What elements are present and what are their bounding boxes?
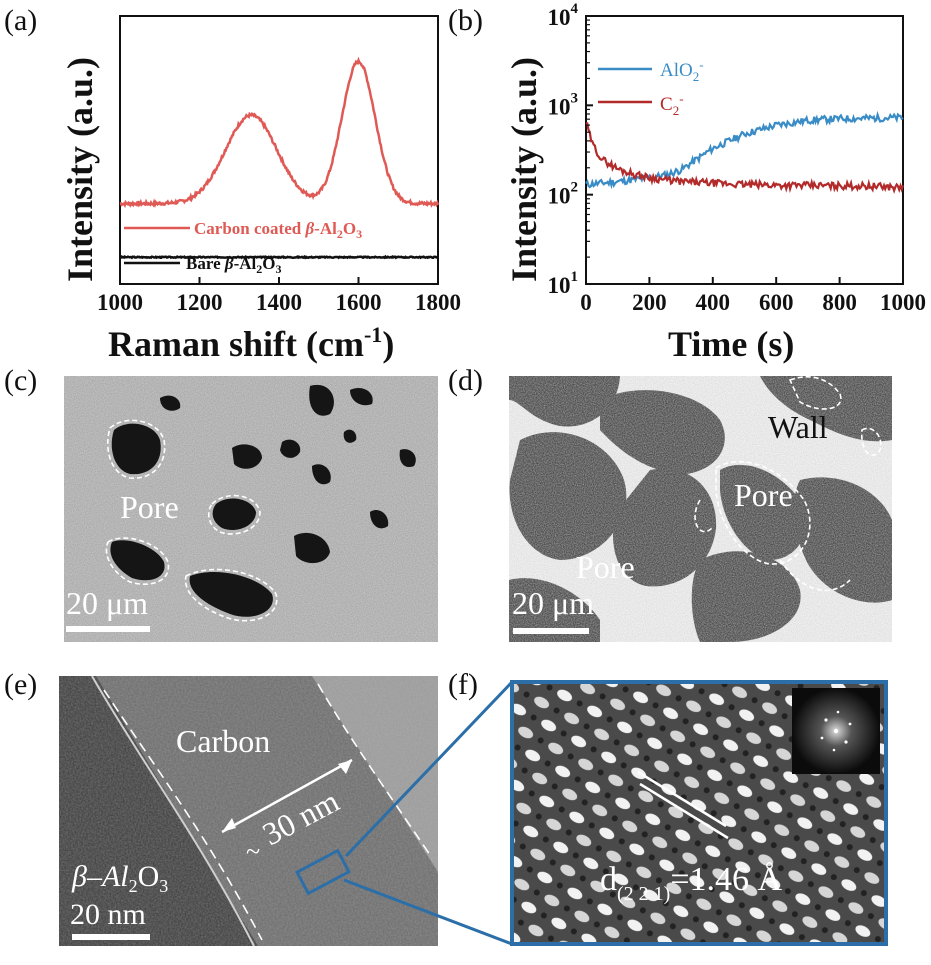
tem-e-scale-label: 20 nm bbox=[70, 898, 146, 931]
series-alo2 bbox=[585, 110, 904, 190]
tof-y-tick-label: 101 bbox=[548, 269, 579, 298]
raman-x-ticks: 1000 1200 1400 1600 1800 bbox=[97, 277, 461, 315]
legend-label-c2: C2- bbox=[660, 91, 684, 118]
tof-y-axis-title: Intensity (a.u.) bbox=[504, 57, 544, 282]
raman-x-axis-title: Raman shift (cm-1) bbox=[108, 322, 394, 364]
tof-y-tick-label: 102 bbox=[548, 180, 579, 209]
d-spacing-label: d(2 2 1)=1.46 Å bbox=[600, 861, 783, 905]
panel-label-e: (e) bbox=[4, 668, 37, 701]
sem-d-scale-label: 20 μm bbox=[512, 585, 594, 621]
panel-label-f: (f) bbox=[448, 668, 478, 701]
tem-e-material-label: β–Al2O3 bbox=[71, 860, 168, 896]
tof-x-tick-label: 600 bbox=[759, 290, 794, 315]
tem-e-carbon-label: Carbon bbox=[176, 723, 270, 759]
sem-d-wall-label: Wall bbox=[768, 409, 828, 445]
panel-label-c: (c) bbox=[4, 364, 37, 397]
lattice-spacing-lines bbox=[637, 770, 729, 840]
tem-image-e: Carbon 30 nm ~ β–Al2O3 20 nm bbox=[59, 676, 438, 946]
tof-x-tick-label: 0 bbox=[580, 290, 592, 315]
sem-c-pore-label: Pore bbox=[120, 489, 179, 525]
tof-legend: AlO2- C2- bbox=[598, 57, 704, 118]
raman-chart: 1000 1200 1400 1600 1800 Carbon coated β-Al2… bbox=[60, 15, 461, 364]
raman-x-tick-label: 1400 bbox=[256, 290, 302, 315]
tof-plot-frame bbox=[585, 15, 904, 285]
sem-c-scale-bar bbox=[66, 626, 150, 632]
sem-d-pore-label-2: Pore bbox=[576, 549, 635, 585]
zoom-connector-top bbox=[344, 680, 514, 858]
sem-image-d: Wall Pore Pore 20 μm bbox=[509, 376, 892, 642]
hrtem-image-f: d(2 2 1)=1.46 Å bbox=[510, 680, 888, 946]
tem-e-scale-bar bbox=[72, 934, 150, 940]
sem-d-scale-bar bbox=[513, 628, 589, 634]
tof-ticks: 0 200 400 600 800 1000 101 102 103 104 bbox=[548, 1, 927, 315]
tem-e-roi-box bbox=[295, 848, 351, 896]
sem-c-scale-label: 20 μm bbox=[66, 585, 148, 621]
legend-label-alo2: AlO2- bbox=[660, 57, 704, 84]
raman-series-carbon-coated bbox=[119, 56, 440, 209]
tof-x-tick-label: 400 bbox=[696, 290, 731, 315]
tof-x-tick-label: 1000 bbox=[880, 290, 926, 315]
panel-label-a: (a) bbox=[4, 4, 37, 37]
series-c2 bbox=[585, 121, 905, 194]
raman-x-tick-label: 1800 bbox=[415, 290, 461, 315]
raman-legend: Carbon coated β-Al2O3 Bare β-Al2O3 bbox=[124, 219, 362, 276]
sem-image-c: Pore 20 μm bbox=[64, 376, 438, 642]
raman-y-axis-title: Intensity (a.u.) bbox=[60, 57, 100, 282]
raman-x-tick-label: 1600 bbox=[336, 290, 382, 315]
panel-label-b: (b) bbox=[448, 4, 483, 37]
raman-x-tick-label: 1000 bbox=[97, 290, 143, 315]
tof-y-tick-label: 103 bbox=[548, 90, 579, 119]
tof-x-tick-label: 800 bbox=[822, 290, 857, 315]
zoom-connector-bottom bbox=[343, 878, 513, 946]
legend-label-bare: Bare β-Al2O3 bbox=[186, 254, 282, 276]
thickness-arrow bbox=[221, 758, 353, 834]
tem-e-tilde: ~ bbox=[246, 837, 260, 866]
tof-y-tick-label: 104 bbox=[548, 1, 579, 30]
hrtem-frame bbox=[510, 680, 888, 946]
raman-series-bare bbox=[119, 254, 439, 260]
legend-label-carbon-coated: Carbon coated β-Al2O3 bbox=[194, 219, 362, 241]
fft-spots bbox=[820, 710, 852, 752]
panel-label-d: (d) bbox=[448, 364, 483, 397]
raman-plot-frame bbox=[119, 15, 439, 285]
tof-x-tick-label: 200 bbox=[632, 290, 667, 315]
raman-x-tick-label: 1200 bbox=[177, 290, 223, 315]
sem-d-pore-label-1: Pore bbox=[734, 477, 793, 513]
tof-x-axis-title: Time (s) bbox=[668, 324, 794, 364]
